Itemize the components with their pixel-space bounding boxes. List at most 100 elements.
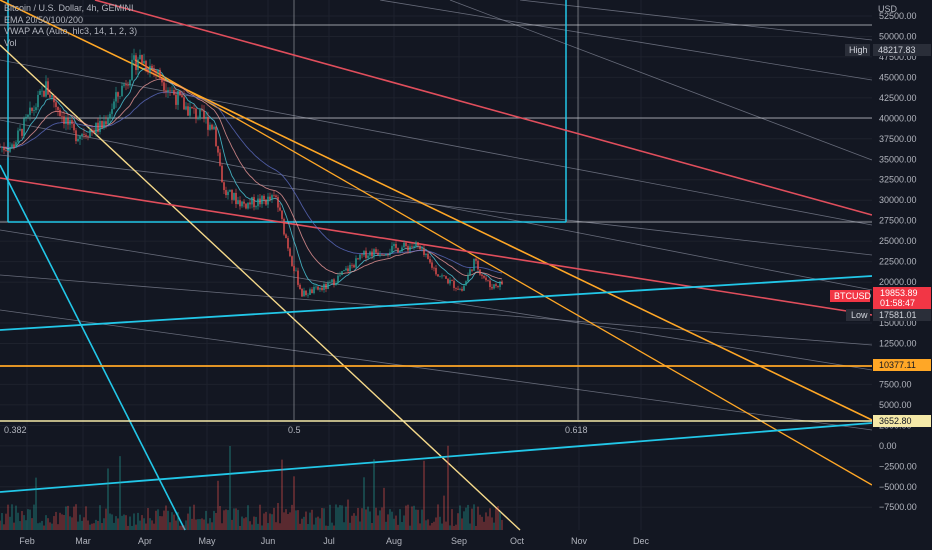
volume-bar: [115, 516, 117, 530]
time-tick-label: Apr: [138, 536, 152, 546]
volume-bar: [447, 445, 449, 530]
price-axis[interactable]: USD 52500.00 50000.00 47500.00 45000.00 4250…: [830, 0, 932, 550]
candle-body: [27, 114, 29, 117]
volume-bar: [27, 509, 29, 530]
price-tick-label: 47500.00: [879, 52, 917, 62]
time-tick-label: Jul: [323, 536, 335, 546]
candle-body: [333, 279, 335, 286]
drawings[interactable]: [0, 0, 873, 531]
volume-bar: [291, 504, 293, 530]
volume-bar: [55, 511, 57, 530]
trend-line-grey: [379, 0, 873, 81]
volume-bar: [289, 512, 291, 530]
candle-body: [325, 283, 327, 289]
volume-bar: [181, 525, 183, 530]
candle-body: [1, 146, 3, 148]
volume-bar: [59, 512, 61, 530]
candle-body: [247, 202, 249, 209]
resistance-line-red: [94, 0, 873, 216]
fib-label-0618: 0.618: [565, 425, 588, 435]
candle-body: [141, 54, 143, 64]
price-tick-label: 42500.00: [879, 93, 917, 103]
volume-bar: [395, 515, 397, 530]
volume-bar: [17, 512, 19, 530]
volume-bar: [209, 518, 211, 530]
volume-bar: [125, 515, 127, 530]
candle-body: [75, 130, 77, 142]
volume-bar: [153, 523, 155, 530]
volume-bar: [501, 519, 503, 530]
candle-body: [39, 90, 41, 95]
candle-body: [411, 246, 413, 248]
volume-bar: [391, 511, 393, 530]
time-axis[interactable]: Feb Mar Apr May Jun Jul Aug Sep Oct Nov Dec: [19, 536, 649, 546]
candle-body: [341, 271, 343, 276]
candle-body: [245, 203, 247, 209]
volume-bar: [133, 513, 135, 530]
volume-bar: [401, 522, 403, 530]
volume-bar: [205, 510, 207, 530]
price-tick-label: 20000.00: [879, 277, 917, 287]
candle-body: [209, 124, 211, 130]
volume-bar: [413, 505, 415, 530]
volume-bar: [261, 525, 263, 530]
volume-bar: [203, 519, 205, 530]
volume-bar: [245, 517, 247, 530]
volume-bar: [217, 480, 219, 530]
candle-body: [117, 92, 119, 97]
volume-bar: [221, 523, 223, 530]
candle-body: [89, 129, 91, 138]
volume-bar: [69, 516, 71, 530]
volume-bar: [317, 516, 319, 530]
volume-bar: [349, 522, 351, 530]
candle-body: [355, 258, 357, 268]
candle-body: [469, 269, 471, 275]
candle-body: [301, 288, 303, 297]
volume-bar: [455, 524, 457, 530]
candle-body: [347, 268, 349, 272]
fib-label-0382: 0.382: [4, 425, 27, 435]
volume-bar: [439, 516, 441, 530]
candle-body: [289, 248, 291, 257]
volume-bar: [293, 476, 295, 530]
candle-body: [427, 253, 429, 260]
price-tick-label: −2500.00: [879, 461, 917, 471]
volume-bar: [57, 524, 59, 530]
volume-bar: [213, 510, 215, 530]
volume-bar: [157, 509, 159, 530]
volume-bar: [145, 523, 147, 530]
volume-bar: [97, 520, 99, 530]
candle-body: [465, 281, 467, 286]
candle-body: [363, 250, 365, 256]
volume-bar: [445, 521, 447, 530]
price-tick-label: 5000.00: [879, 400, 912, 410]
candle-body: [375, 249, 377, 253]
volume-bar: [465, 507, 467, 530]
volume-bar: [127, 525, 129, 530]
volume-bar: [429, 525, 431, 530]
candle-body: [33, 110, 35, 111]
volume-bar: [257, 523, 259, 530]
candle-body: [0, 146, 1, 148]
candle-body: [329, 282, 331, 283]
volume-bar: [417, 509, 419, 530]
volume-bar: [313, 524, 315, 530]
volume-bar: [285, 509, 287, 530]
volume-bar: [339, 505, 341, 530]
candle-body: [115, 92, 117, 102]
ticker-price: 19853.89: [880, 288, 918, 298]
candle-body: [273, 195, 275, 196]
candle-body: [365, 250, 367, 259]
candle-body: [23, 118, 25, 136]
candle-body: [265, 199, 267, 205]
trend-line-grey: [519, 0, 873, 41]
volume-bar: [481, 516, 483, 530]
candle-body: [489, 280, 491, 287]
candle-body: [381, 254, 383, 256]
trend-line-orange: [134, 59, 873, 486]
volume-bar: [325, 525, 327, 530]
time-tick-label: Oct: [510, 536, 525, 546]
volume-bar: [83, 517, 85, 530]
price-tick-label: 30000.00: [879, 195, 917, 205]
